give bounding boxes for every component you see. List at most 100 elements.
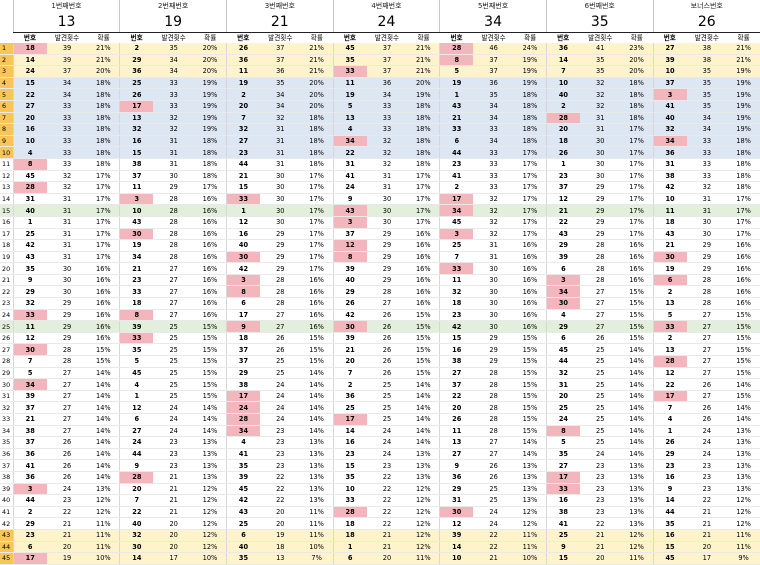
count-cell: 30	[473, 274, 514, 287]
probability-cell: 18%	[300, 158, 334, 171]
probability-cell: 16%	[727, 262, 760, 275]
count-cell: 31	[473, 251, 514, 264]
count-cell: 29	[366, 262, 408, 275]
count-cell: 24	[366, 448, 408, 461]
number-cell: 11	[439, 425, 474, 438]
count-cell: 17	[153, 552, 194, 565]
probability-cell: 13%	[727, 448, 760, 461]
probability-cell: 19%	[727, 65, 760, 78]
count-cell: 31	[46, 204, 88, 217]
count-cell: 29	[366, 239, 408, 252]
count-cell: 30	[260, 193, 301, 206]
count-cell: 22	[686, 494, 728, 507]
number-cell-highlighted: 33	[545, 483, 580, 496]
number-cell: 25	[545, 529, 580, 542]
count-cell: 25	[260, 355, 301, 368]
probability-cell: 15%	[727, 367, 760, 380]
number-cell: 27	[439, 448, 474, 461]
count-cell: 26	[366, 355, 408, 368]
table-row: 44 6 20 11% 30 20 12% 40 18 10% 1 21 12% 14 22 11% 9 21 12…	[0, 541, 760, 554]
number-cell: 16	[119, 135, 154, 148]
probability-cell: 24%	[513, 43, 547, 55]
count-cell: 38	[686, 43, 728, 55]
number-cell: 6	[545, 262, 580, 275]
number-cell: 1	[545, 158, 580, 171]
number-cell: 5	[119, 355, 154, 368]
number-cell-highlighted: 8	[225, 285, 260, 299]
probability-cell: 15%	[87, 355, 120, 368]
count-cell: 25	[366, 401, 408, 414]
number-cell: 42	[225, 262, 260, 275]
count-cell: 30	[260, 216, 301, 229]
count-cell: 33	[686, 146, 728, 159]
number-cell: 42	[439, 320, 474, 333]
number-cell: 25	[119, 77, 154, 90]
probability-cell: 17%	[620, 158, 654, 171]
number-cell: 32	[545, 367, 580, 380]
table-row: 14 31 31 17% 3 28 16% 33 30 17% 9 30 17% 17 32 17% 12 29 1…	[0, 193, 760, 206]
table-row: 17 25 31 17% 30 28 16% 16 29 17% 37 29 16% 3 32 17% 43 29…	[0, 228, 760, 241]
count-cell: 32	[366, 158, 408, 171]
probability-cell: 14%	[727, 413, 760, 426]
number-cell: 11	[652, 204, 687, 217]
probability-cell: 15%	[193, 390, 227, 403]
number-cell: 4	[332, 123, 367, 136]
count-cell: 26	[366, 367, 408, 380]
probability-cell: 16%	[513, 309, 547, 322]
count-cell: 33	[366, 100, 408, 113]
number-cell: 15	[545, 552, 580, 565]
number-cell: 10	[332, 483, 367, 496]
count-cell: 28	[473, 413, 514, 426]
number-cell: 35	[652, 517, 687, 530]
count-cell: 28	[153, 239, 194, 252]
count-cell: 23	[579, 471, 621, 484]
count-cell: 28	[366, 285, 408, 299]
count-cell: 22	[260, 494, 301, 507]
table-row: 42 29 21 11% 40 20 12% 25 20 11% 18 22 12% 12 24 12% 41 2…	[0, 517, 760, 530]
table-row: 41 2 22 12% 22 21 12% 43 20 11% 28 22 12% 30 24 12% 38 23…	[0, 506, 760, 519]
probability-cell: 12%	[513, 506, 547, 519]
count-cell: 35	[579, 65, 621, 78]
number-cell: 44	[439, 146, 474, 159]
row-rank: 21	[0, 274, 14, 287]
count-cell: 26	[579, 332, 621, 345]
count-cell: 20	[366, 552, 408, 565]
number-cell-highlighted: 43	[332, 204, 367, 217]
number-cell: 43	[225, 506, 260, 519]
number-cell: 40	[652, 112, 687, 125]
column-header-row: 번호 발견횟수 확률 번호 발견횟수 확률 번호 발견횟수 확률 번호 발견횟수 확률 번호 발견횟수 확률…	[0, 33, 760, 44]
count-cell: 25	[366, 390, 408, 403]
number-cell-highlighted: 17	[652, 390, 687, 403]
count-cell: 31	[260, 146, 301, 159]
probability-cell: 16%	[193, 193, 227, 206]
probability-cell: 18%	[407, 100, 440, 113]
count-cell: 28	[153, 228, 194, 241]
number-cell: 30	[119, 541, 154, 554]
number-cell: 12	[225, 216, 260, 229]
probability-cell: 18%	[300, 135, 334, 148]
number-cell: 9	[332, 193, 367, 206]
number-cell: 1	[119, 390, 154, 403]
number-cell: 6	[119, 413, 154, 426]
probability-cell: 11%	[300, 517, 334, 530]
probability-cell: 18%	[513, 100, 547, 113]
row-rank: 23	[0, 297, 14, 310]
number-cell: 42	[652, 181, 687, 194]
probability-cell: 12%	[727, 506, 760, 519]
row-rank: 36	[0, 448, 14, 461]
count-cell: 31	[46, 216, 88, 229]
count-cell: 25	[153, 367, 194, 380]
number-cell: 10	[12, 135, 47, 148]
number-cell: 1	[332, 541, 367, 554]
number-cell: 11	[439, 274, 474, 287]
number-cell-highlighted: 17	[119, 100, 154, 113]
number-cell: 35	[225, 552, 260, 565]
number-cell: 16	[652, 529, 687, 542]
probability-cell: 14%	[620, 413, 654, 426]
count-cell: 20	[260, 506, 301, 519]
count-cell: 33	[473, 146, 514, 159]
number-cell: 6	[332, 552, 367, 565]
count-cell: 32	[473, 193, 514, 206]
probability-cell: 18%	[87, 88, 120, 101]
probability-cell: 17%	[87, 193, 120, 206]
